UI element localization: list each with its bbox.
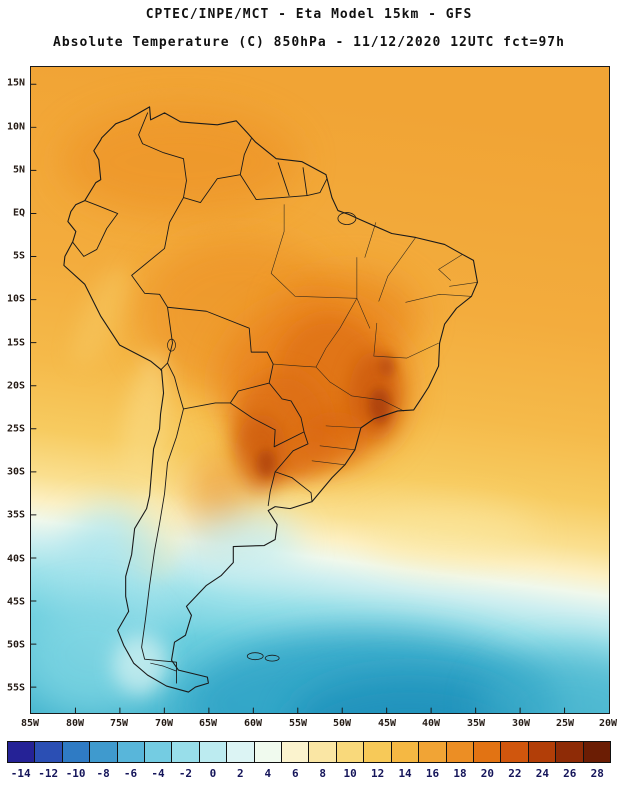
page-subtitle: Absolute Temperature (C) 850hPa - 11/12/… — [53, 35, 565, 50]
falkland-island-east — [264, 654, 280, 662]
colorbar-cell — [89, 742, 117, 762]
temperature-map — [30, 66, 610, 714]
lon-label: 25W — [555, 718, 575, 729]
colorbar-cell — [582, 742, 610, 762]
colorbar-cell — [390, 742, 419, 762]
colorbar-tick-label: 24 — [535, 767, 549, 780]
lon-label: 20W — [598, 718, 618, 729]
lon-label: 45W — [377, 718, 397, 729]
colorbar-tick-label: 16 — [425, 767, 440, 780]
colorbar-cell — [8, 742, 35, 762]
colorbar-tick-label: -8 — [96, 767, 110, 780]
colorbar-tick-label: 26 — [563, 767, 577, 780]
temperature-colorbar — [7, 741, 611, 763]
colorbar-tick-label: -14 — [10, 767, 31, 780]
colorbar-cell — [34, 742, 62, 762]
state-borders — [270, 204, 478, 466]
colorbar-cell — [472, 742, 501, 762]
marajo-island — [337, 212, 357, 225]
lat-label: 35S — [6, 509, 25, 521]
colorbar-tick-label: 4 — [264, 767, 272, 780]
temperature-field-svg — [31, 67, 609, 713]
colorbar-tick-label: 6 — [291, 767, 299, 780]
lon-label: 85W — [20, 718, 40, 729]
colorbar-cell — [226, 742, 254, 762]
lon-label: 70W — [154, 718, 174, 729]
axis-tick-marks — [31, 83, 566, 713]
lat-label: 50S — [6, 639, 25, 651]
colorbar-cell — [308, 742, 336, 762]
colorbar-tick-label: -2 — [178, 767, 193, 780]
lon-label: 35W — [466, 718, 486, 729]
lon-label: 30W — [511, 718, 531, 729]
colorbar-cell — [418, 742, 446, 762]
lon-label: 65W — [198, 718, 218, 729]
lat-label: 15S — [6, 337, 25, 349]
lat-label: 45S — [6, 596, 25, 608]
lon-label: 60W — [243, 718, 263, 729]
lat-label: 55S — [6, 682, 25, 694]
colorbar-cell — [555, 742, 583, 762]
lon-label: 75W — [109, 718, 129, 729]
lat-label: 10S — [6, 293, 25, 305]
colorbar-cell — [500, 742, 528, 762]
page-title: CPTEC/INPE/MCT - Eta Model 15km - GFS — [145, 7, 473, 22]
lat-label: 20S — [6, 380, 25, 392]
lat-label: EQ — [12, 207, 25, 219]
lat-label: 5S — [12, 250, 25, 262]
longitude-axis: 85W 80W 75W 70W 65W 60W 55W 50W 45W 40W … — [21, 718, 617, 732]
colorbar-cell — [363, 742, 391, 762]
colorbar-cell — [445, 742, 473, 762]
colorbar-cell — [144, 742, 172, 762]
colorbar-cell — [116, 742, 145, 762]
colorbar-tick-labels: -14 -12 -10 -8 -6 -4 -2 0 2 4 6 8 10 12 … — [7, 767, 611, 780]
colorbar-tick-label: 18 — [453, 767, 467, 780]
lake-titicaca — [167, 338, 176, 352]
lat-label: 25S — [6, 423, 25, 435]
colorbar-cell — [281, 742, 309, 762]
colorbar-cell — [253, 742, 282, 762]
colorbar-tick-label: 10 — [343, 767, 357, 780]
lon-label: 40W — [421, 718, 441, 729]
colorbar-cell — [198, 742, 227, 762]
lat-label: 10N — [6, 121, 25, 133]
colorbar-tick-label: -12 — [38, 767, 59, 780]
lon-label: 50W — [332, 718, 352, 729]
latitude-axis: 15N 10N 5N EQ 5S 10S 15S 20S 25S 30S 35S… — [0, 66, 28, 714]
colorbar-tick-label: 14 — [398, 767, 412, 780]
colorbar-tick-label: 2 — [237, 767, 244, 780]
magellan-strait — [150, 662, 177, 672]
lat-label: 40S — [6, 553, 25, 565]
colorbar-tick-label: -6 — [123, 767, 138, 780]
colorbar-cell — [171, 742, 199, 762]
lon-label: 80W — [65, 718, 85, 729]
colorbar-tick-label: 0 — [209, 767, 217, 780]
colorbar-cell — [61, 742, 90, 762]
colorbar-tick-label: 12 — [370, 767, 385, 780]
lat-label: 5N — [12, 164, 25, 176]
colorbar-tick-label: -4 — [151, 767, 165, 780]
colorbar-tick-label: 22 — [508, 767, 522, 780]
coastline-outline — [63, 106, 479, 693]
colorbar-cell — [527, 742, 556, 762]
colorbar-cell — [335, 742, 364, 762]
country-borders — [72, 112, 328, 684]
colorbar-tick-label: -10 — [65, 767, 86, 780]
lon-label: 55W — [288, 718, 308, 729]
lat-label: 30S — [6, 466, 25, 478]
lat-label: 15N — [6, 77, 25, 89]
colorbar-tick-label: 28 — [590, 767, 604, 780]
colorbar-tick-label: 8 — [319, 767, 327, 780]
colorbar-tick-label: 20 — [480, 767, 495, 780]
falkland-island-west — [246, 652, 264, 661]
